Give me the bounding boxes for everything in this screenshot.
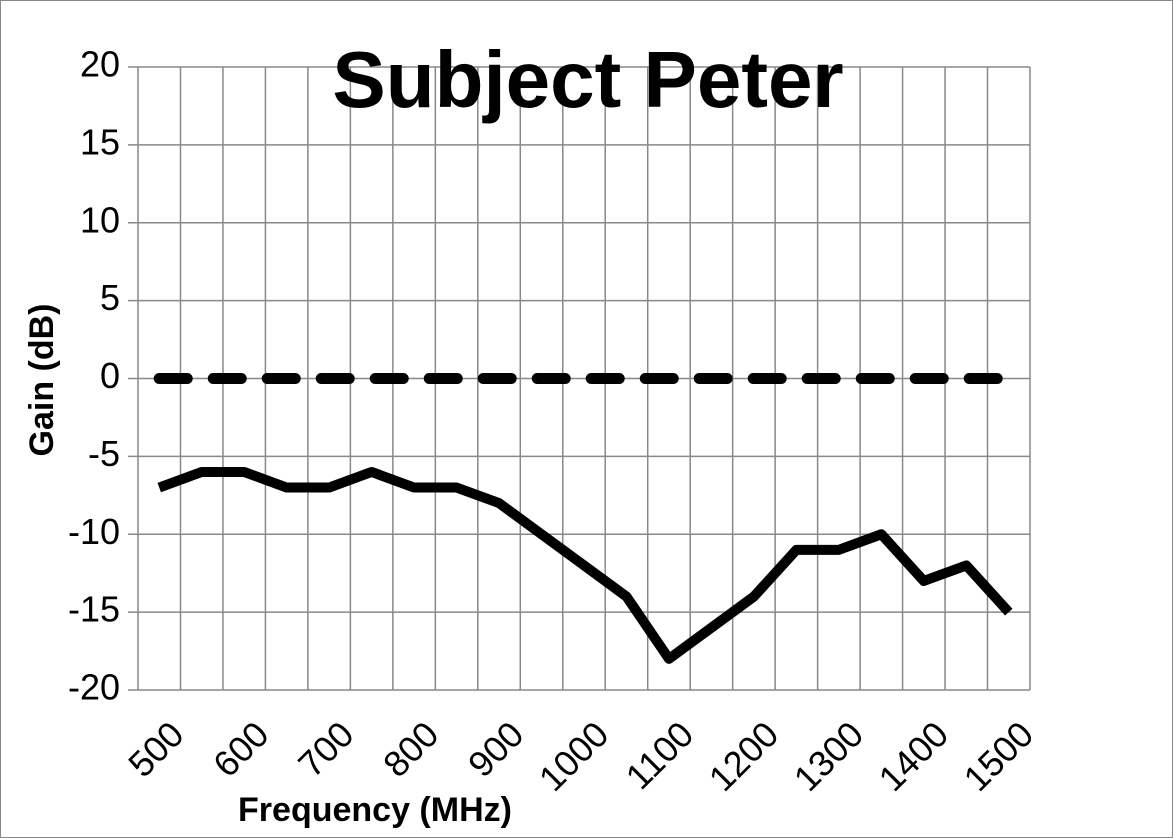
- x-axis-label: Frequency (MHz): [238, 791, 512, 829]
- y-axis-label: Gain (dB): [23, 304, 61, 457]
- y-tick-label: 20: [80, 44, 120, 85]
- y-tick-label: -20: [68, 667, 120, 708]
- marks: [153, 373, 1015, 664]
- chart-title: Subject Peter: [332, 35, 843, 124]
- y-tick-label: -15: [68, 589, 120, 630]
- y-tick-label: 15: [80, 121, 120, 162]
- line-series: [157, 466, 1013, 664]
- y-tick-label: 0: [100, 355, 120, 396]
- y-tick-label: 10: [80, 199, 120, 240]
- y-tick-label: 5: [100, 277, 120, 318]
- y-tick-label: -5: [88, 433, 120, 474]
- y-tick-label: -10: [68, 511, 120, 552]
